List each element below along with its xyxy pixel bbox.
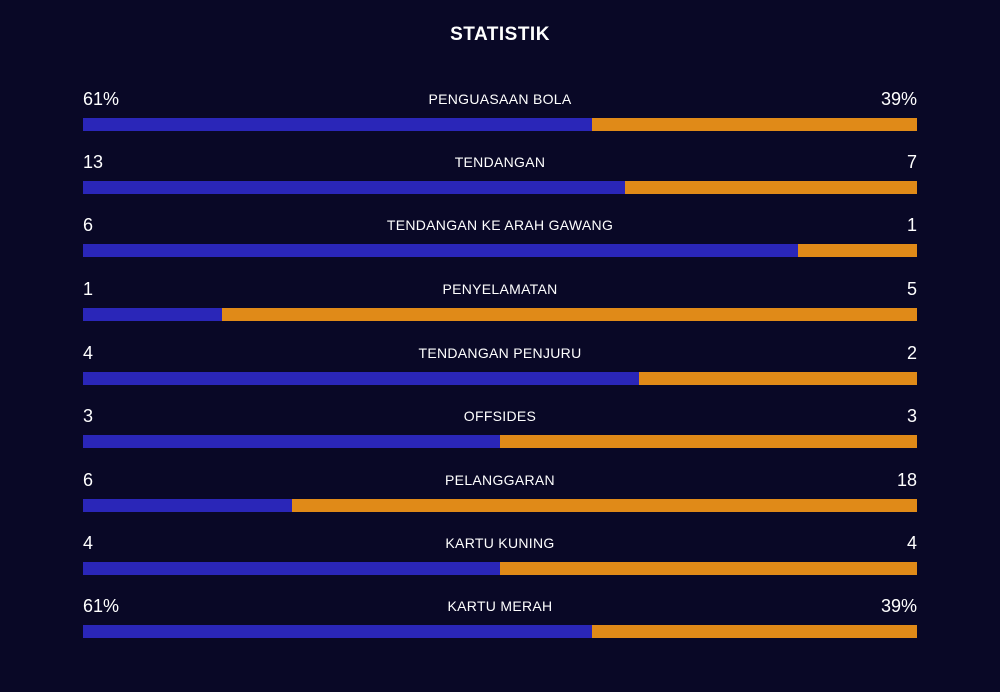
comparison-bar xyxy=(83,435,917,448)
stat-row-possession: 61% PENGUASAAN BOLA 39% xyxy=(83,84,917,136)
stat-row-shots: 13 TENDANGAN 7 xyxy=(83,147,917,199)
stat-row-shots-on-target: 6 TENDANGAN KE ARAH GAWANG 1 xyxy=(83,210,917,262)
comparison-bar xyxy=(83,308,917,321)
away-value: 5 xyxy=(906,279,917,299)
stat-label: KARTU MERAH xyxy=(447,598,553,614)
away-value: 18 xyxy=(896,470,917,490)
home-value: 4 xyxy=(83,533,94,553)
away-value: 39% xyxy=(880,89,917,109)
stat-label: TENDANGAN PENJURU xyxy=(418,345,582,361)
home-value: 1 xyxy=(83,279,94,299)
stat-row-saves: 1 PENYELAMATAN 5 xyxy=(83,274,917,326)
comparison-bar xyxy=(83,562,917,575)
away-value: 7 xyxy=(906,152,917,172)
home-value: 3 xyxy=(83,406,94,426)
home-value: 61% xyxy=(83,596,120,616)
home-value: 6 xyxy=(83,215,94,235)
home-value: 13 xyxy=(83,152,104,172)
away-bar xyxy=(291,499,917,512)
home-bar xyxy=(83,372,640,385)
stat-label: PENYELAMATAN xyxy=(442,281,558,297)
away-bar xyxy=(591,118,917,131)
stat-label: PENGUASAAN BOLA xyxy=(428,91,572,107)
stat-label: OFFSIDES xyxy=(463,408,537,424)
home-bar xyxy=(83,308,223,321)
home-bar xyxy=(83,435,500,448)
home-value: 61% xyxy=(83,89,120,109)
stat-row-corners: 4 TENDANGAN PENJURU 2 xyxy=(83,338,917,390)
comparison-bar xyxy=(83,244,917,257)
comparison-bar xyxy=(83,372,917,385)
home-bar xyxy=(83,181,626,194)
home-bar xyxy=(83,562,500,575)
away-value: 39% xyxy=(880,596,917,616)
stat-label: PELANGGARAN xyxy=(445,472,555,488)
home-bar xyxy=(83,244,798,257)
away-bar xyxy=(500,562,917,575)
home-value: 6 xyxy=(83,470,94,490)
away-bar xyxy=(625,181,917,194)
stat-label: TENDANGAN KE ARAH GAWANG xyxy=(386,217,614,233)
home-bar xyxy=(83,499,292,512)
stat-row-yellow-cards: 4 KARTU KUNING 4 xyxy=(83,528,917,580)
away-value: 4 xyxy=(906,533,917,553)
stat-row-red-cards: 61% KARTU MERAH 39% xyxy=(83,591,917,643)
away-bar xyxy=(500,435,917,448)
stat-label: KARTU KUNING xyxy=(445,535,555,551)
away-value: 3 xyxy=(906,406,917,426)
home-bar xyxy=(83,625,592,638)
stat-label: TENDANGAN xyxy=(454,154,546,170)
home-value: 4 xyxy=(83,343,94,363)
home-bar xyxy=(83,118,592,131)
comparison-bar xyxy=(83,625,917,638)
stat-row-fouls: 6 PELANGGARAN 18 xyxy=(83,465,917,517)
page-title: STATISTIK xyxy=(450,24,550,45)
comparison-bar xyxy=(83,499,917,512)
away-value: 2 xyxy=(906,343,917,363)
away-value: 1 xyxy=(906,215,917,235)
stat-row-offsides: 3 OFFSIDES 3 xyxy=(83,401,917,453)
comparison-bar xyxy=(83,181,917,194)
comparison-bar xyxy=(83,118,917,131)
away-bar xyxy=(797,244,917,257)
away-bar xyxy=(222,308,917,321)
away-bar xyxy=(591,625,917,638)
away-bar xyxy=(639,372,917,385)
